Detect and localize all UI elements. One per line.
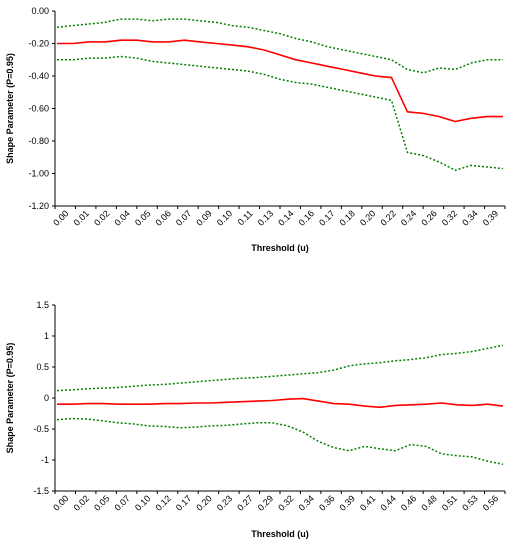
y-tick-label: -0.5 [33, 424, 49, 434]
y-axis-title: Shape Parameter (P=0.95) [5, 343, 15, 454]
x-tick-label: 0.34 [460, 208, 479, 227]
x-tick-label: 0.14 [276, 208, 295, 227]
y-tick-label: -1.00 [28, 169, 49, 179]
x-tick-label: 0.02 [72, 493, 91, 512]
x-tick-label: 0.44 [378, 493, 397, 512]
x-tick-label: 0.56 [481, 493, 500, 512]
chart-1: 0.00-0.20-0.40-0.60-0.80-1.00-1.200.00 0.… [5, 6, 506, 253]
y-tick-label: 0.00 [31, 6, 49, 16]
x-tick-label: 0.05 [92, 493, 111, 512]
x-tick-label: 0.22 [378, 208, 397, 227]
x-tick-label: 0.51 [440, 493, 459, 512]
y-tick-label: -0.20 [28, 39, 49, 49]
y-tick-label: -1 [41, 455, 49, 465]
x-tick-label: 0.24 [399, 208, 418, 227]
x-tick-label: 0.18 [338, 208, 357, 227]
x-tick-label: 0.26 [419, 208, 438, 227]
x-tick-label: 0.17 [317, 208, 336, 227]
y-tick-label: 1 [44, 331, 49, 341]
x-tick-label: 0.32 [440, 208, 459, 227]
y-tick-label: 0 [44, 393, 49, 403]
x-tick-label: 0.01 [72, 208, 91, 227]
series-3-line [57, 55, 504, 172]
x-tick-label: 0.46 [399, 493, 418, 512]
x-tick-label: 0.13 [256, 208, 275, 227]
y-tick-label: -1.20 [28, 201, 49, 211]
x-tick-label: 0.05 [133, 208, 152, 227]
x-axis-title: Threshold (u) [251, 529, 309, 539]
x-tick-label: 0.39 [481, 208, 500, 227]
x-tick-label: 0.02 [92, 208, 111, 227]
series-2-line [56, 344, 504, 392]
chart-2: 1.510.50-0.5-1-1.50.00 0.02 0.05 0.07 0.10 0.… [5, 300, 506, 539]
x-tick-label: 0.06 [153, 208, 172, 227]
x-axis-title: Threshold (u) [251, 243, 309, 253]
x-tick-label: 0.09 [194, 208, 213, 227]
x-tick-label: 0.07 [174, 208, 193, 227]
x-tick-label: 0.41 [358, 493, 377, 512]
x-tick-label: 0.53 [460, 493, 479, 512]
x-tick-label: 0.17 [174, 493, 193, 512]
x-tick-label: 0.20 [358, 208, 377, 227]
y-tick-label: -0.80 [28, 136, 49, 146]
x-tick-label: 0.00 [51, 493, 70, 512]
y-tick-label: -1.5 [33, 486, 49, 496]
y-tick-label: 0.5 [36, 362, 49, 372]
x-tick-label: 0.36 [317, 493, 336, 512]
series-1-line [57, 39, 503, 123]
x-tick-label: 0.39 [338, 493, 357, 512]
y-tick-label: 1.5 [36, 300, 49, 310]
x-tick-label: 0.10 [215, 208, 234, 227]
x-tick-label: 0.16 [297, 208, 316, 227]
x-tick-label: 0.11 [236, 208, 255, 227]
series-3-line [56, 417, 504, 466]
x-tick-label: 0.29 [256, 493, 275, 512]
y-axis-title: Shape Parameter (P=0.95) [5, 53, 15, 164]
series-2-line [56, 18, 503, 74]
x-tick-label: 0.27 [235, 493, 254, 512]
x-tick-label: 0.00 [51, 208, 70, 227]
x-tick-label: 0.04 [113, 208, 132, 227]
x-tick-label: 0.48 [419, 493, 438, 512]
x-tick-label: 0.07 [113, 493, 132, 512]
x-tick-label: 0.20 [194, 493, 213, 512]
x-tick-label: 0.10 [133, 493, 152, 512]
x-tick-label: 0.23 [215, 493, 234, 512]
y-tick-label: -0.60 [28, 104, 49, 114]
x-tick-label: 0.34 [297, 493, 316, 512]
x-tick-label: 0.12 [153, 493, 172, 512]
series-1-line [57, 397, 504, 409]
x-tick-label: 0.32 [276, 493, 295, 512]
y-tick-label: -0.40 [28, 71, 49, 81]
